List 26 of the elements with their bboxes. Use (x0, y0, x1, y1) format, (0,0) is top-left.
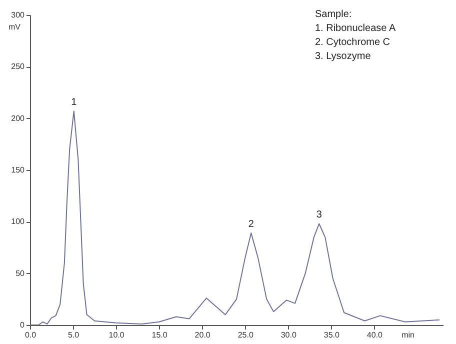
x-tick-label: 20.0 (194, 330, 211, 340)
x-tick-label: 30.0 (280, 330, 297, 340)
annotation: 2. Cytochrome C (315, 37, 390, 48)
y-tick-label: 0 (20, 320, 26, 330)
annotation: 3 (316, 210, 322, 221)
y-tick-label: 200 (11, 114, 26, 123)
annotation: 3. Lysozyme (315, 51, 372, 62)
x-tick-label: 25.0 (238, 330, 254, 340)
y-tick-label: 100 (11, 217, 26, 226)
x-tick-label: 10.0 (108, 330, 125, 340)
y-axis-title: mV (8, 22, 22, 32)
y-tick-label: 250 (11, 62, 26, 72)
x-axis-title: min (402, 330, 414, 340)
annotation: Sample: (315, 9, 352, 20)
y-tick-label: 150 (11, 166, 26, 174)
x-tick-label: 40.0 (366, 330, 383, 340)
x-tick-label: 35.0 (324, 330, 340, 340)
annotation: 1 (71, 97, 78, 108)
y-tick-label: 50 (16, 268, 26, 278)
x-tick-label: 0.0 (24, 330, 37, 340)
annotation: 2 (248, 219, 254, 230)
x-tick-label: 15.0 (152, 330, 168, 340)
annotation: 1. Ribonuclease A (315, 23, 396, 34)
y-tick-label: 300 (11, 10, 26, 20)
x-tick-label: 5.0 (68, 330, 80, 340)
line-series (30, 110, 440, 325)
